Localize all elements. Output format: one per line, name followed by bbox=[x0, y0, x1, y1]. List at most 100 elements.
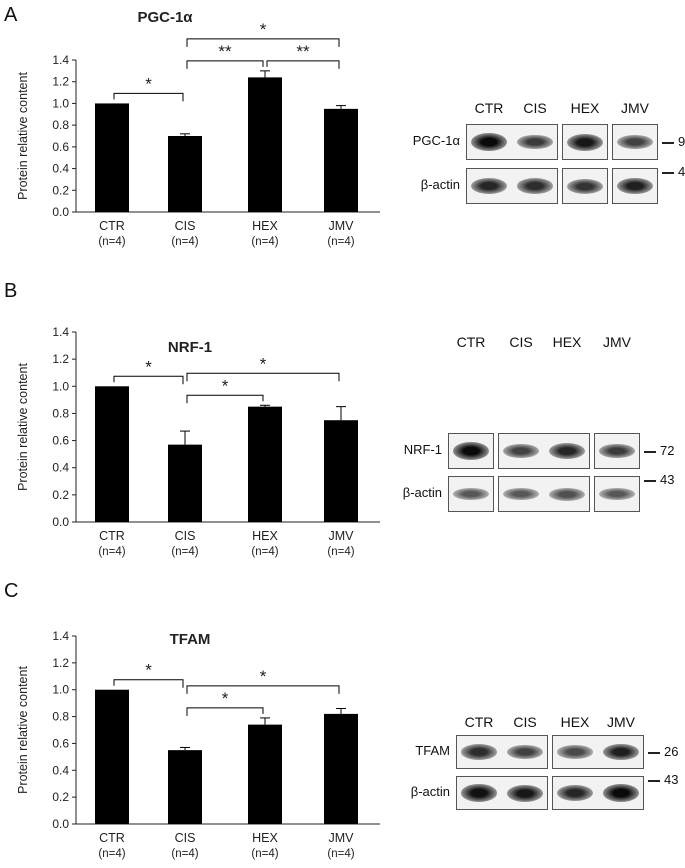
blot-band bbox=[507, 784, 543, 802]
blot-row-label: PGC-1α bbox=[412, 133, 460, 148]
bar-cis bbox=[168, 750, 202, 824]
x-tick-label: JMV bbox=[329, 831, 355, 845]
blot-strip bbox=[448, 433, 494, 469]
blot-row-label: NRF-1 bbox=[403, 442, 442, 457]
blot-row-label: TFAM bbox=[415, 743, 450, 758]
y-tick-label: 1.2 bbox=[52, 75, 69, 89]
blot-strip bbox=[594, 476, 640, 512]
y-tick-label: 0.2 bbox=[52, 183, 69, 197]
blot-strip bbox=[448, 476, 494, 512]
significance-bracket bbox=[113, 679, 184, 688]
significance-label: * bbox=[260, 667, 267, 686]
bar-cis bbox=[168, 136, 202, 212]
blot-row-label: β-actin bbox=[420, 177, 460, 192]
x-tick-label: JMV bbox=[329, 529, 355, 543]
blot-row-label: β-actin bbox=[410, 784, 450, 799]
blot-strip bbox=[562, 124, 608, 160]
x-tick-label: CTR bbox=[99, 831, 125, 845]
x-tick-label: HEX bbox=[252, 529, 278, 543]
significance-bracket bbox=[186, 707, 264, 716]
blot-band bbox=[603, 784, 639, 802]
blot-band bbox=[453, 442, 489, 460]
y-tick-label: 0.8 bbox=[52, 710, 69, 724]
blot-band bbox=[617, 177, 653, 195]
blot-strip bbox=[552, 776, 644, 810]
blot-lane-label-hex: HEX bbox=[560, 714, 590, 730]
significance-bracket bbox=[186, 372, 340, 382]
x-tick-sublabel: (n=4) bbox=[171, 236, 198, 248]
y-tick-label: 1.2 bbox=[52, 656, 69, 670]
significance-bracket bbox=[113, 92, 184, 102]
blot-strip bbox=[612, 124, 658, 160]
blot-strip bbox=[562, 168, 608, 204]
y-tick-label: 0.0 bbox=[52, 515, 69, 529]
x-tick-label: CTR bbox=[99, 219, 125, 233]
significance-label: * bbox=[145, 357, 152, 376]
y-tick-label: 0.0 bbox=[52, 205, 69, 219]
blot-band bbox=[603, 743, 639, 761]
y-tick-label: 1.4 bbox=[52, 325, 69, 339]
chart-title: PGC-1α bbox=[137, 9, 193, 26]
bar-ctr bbox=[95, 386, 129, 522]
y-tick-label: 0.4 bbox=[52, 162, 69, 176]
bar-chart-pgc1a: PGC-1α Protein relative content 0.0 0.2 0.4 0… bbox=[16, 9, 380, 248]
y-tick-label: 0.0 bbox=[52, 817, 69, 831]
bar-ctr bbox=[95, 689, 129, 824]
y-tick-label: 1.0 bbox=[52, 379, 69, 393]
blot-strip bbox=[466, 168, 558, 204]
x-tick-label: JMV bbox=[329, 219, 355, 233]
chart-title: NRF-1 bbox=[168, 339, 212, 356]
blot-lane-label-cis: CIS bbox=[513, 714, 537, 730]
mw-marker-tick bbox=[662, 142, 674, 144]
x-tick-label: CIS bbox=[175, 219, 196, 233]
blot-band bbox=[567, 133, 603, 151]
significance-label: * bbox=[260, 20, 267, 39]
blot-lane-label-cis: CIS bbox=[509, 334, 533, 350]
blot-row-label: β-actin bbox=[402, 485, 442, 500]
blot-strip bbox=[456, 776, 548, 810]
blot-lane-label-ctr: CTR bbox=[474, 100, 504, 116]
blot-strip bbox=[612, 168, 658, 204]
x-tick-sublabel: (n=4) bbox=[251, 546, 278, 558]
blot-band bbox=[517, 178, 553, 194]
significance-bracket bbox=[113, 375, 184, 385]
blot-band bbox=[567, 178, 603, 194]
y-tick-label: 1.4 bbox=[52, 53, 69, 67]
significance-bracket bbox=[186, 38, 340, 47]
bar-cis bbox=[168, 444, 202, 522]
x-tick-sublabel: (n=4) bbox=[98, 848, 125, 860]
panel-letter: A bbox=[4, 4, 18, 26]
mw-marker-tick bbox=[648, 780, 660, 782]
blot-band bbox=[617, 135, 653, 149]
blot-band bbox=[461, 744, 497, 760]
blot-band bbox=[549, 443, 585, 459]
y-tick-label: 1.2 bbox=[52, 352, 69, 366]
bar-jmv bbox=[324, 713, 358, 824]
x-tick-sublabel: (n=4) bbox=[327, 848, 354, 860]
significance-label: * bbox=[260, 354, 267, 373]
y-tick-label: 0.8 bbox=[52, 406, 69, 420]
blot-strip bbox=[552, 735, 644, 769]
bar-hex bbox=[248, 77, 282, 212]
blot-lane-label-ctr: CTR bbox=[464, 714, 494, 730]
bar-hex bbox=[248, 406, 282, 522]
x-tick-sublabel: (n=4) bbox=[171, 546, 198, 558]
bar-ctr bbox=[95, 103, 129, 212]
y-axis-label: Protein relative content bbox=[16, 72, 30, 200]
panel-letter: C bbox=[4, 580, 19, 602]
y-tick-label: 0.8 bbox=[52, 118, 69, 132]
mw-marker-tick bbox=[644, 480, 656, 482]
blot-lane-label-jmv: JMV bbox=[603, 334, 631, 350]
mw-marker-label: 72 bbox=[660, 443, 675, 458]
bar-hex bbox=[248, 724, 282, 824]
blot-band bbox=[517, 134, 553, 150]
mw-marker-tick bbox=[644, 451, 656, 453]
blot-band bbox=[599, 487, 635, 501]
chart-title: TFAM bbox=[170, 631, 211, 648]
x-tick-sublabel: (n=4) bbox=[251, 848, 278, 860]
significance-bracket bbox=[186, 685, 340, 694]
significance-label: ** bbox=[296, 42, 310, 61]
x-tick-sublabel: (n=4) bbox=[98, 236, 125, 248]
significance-label: * bbox=[145, 661, 152, 680]
